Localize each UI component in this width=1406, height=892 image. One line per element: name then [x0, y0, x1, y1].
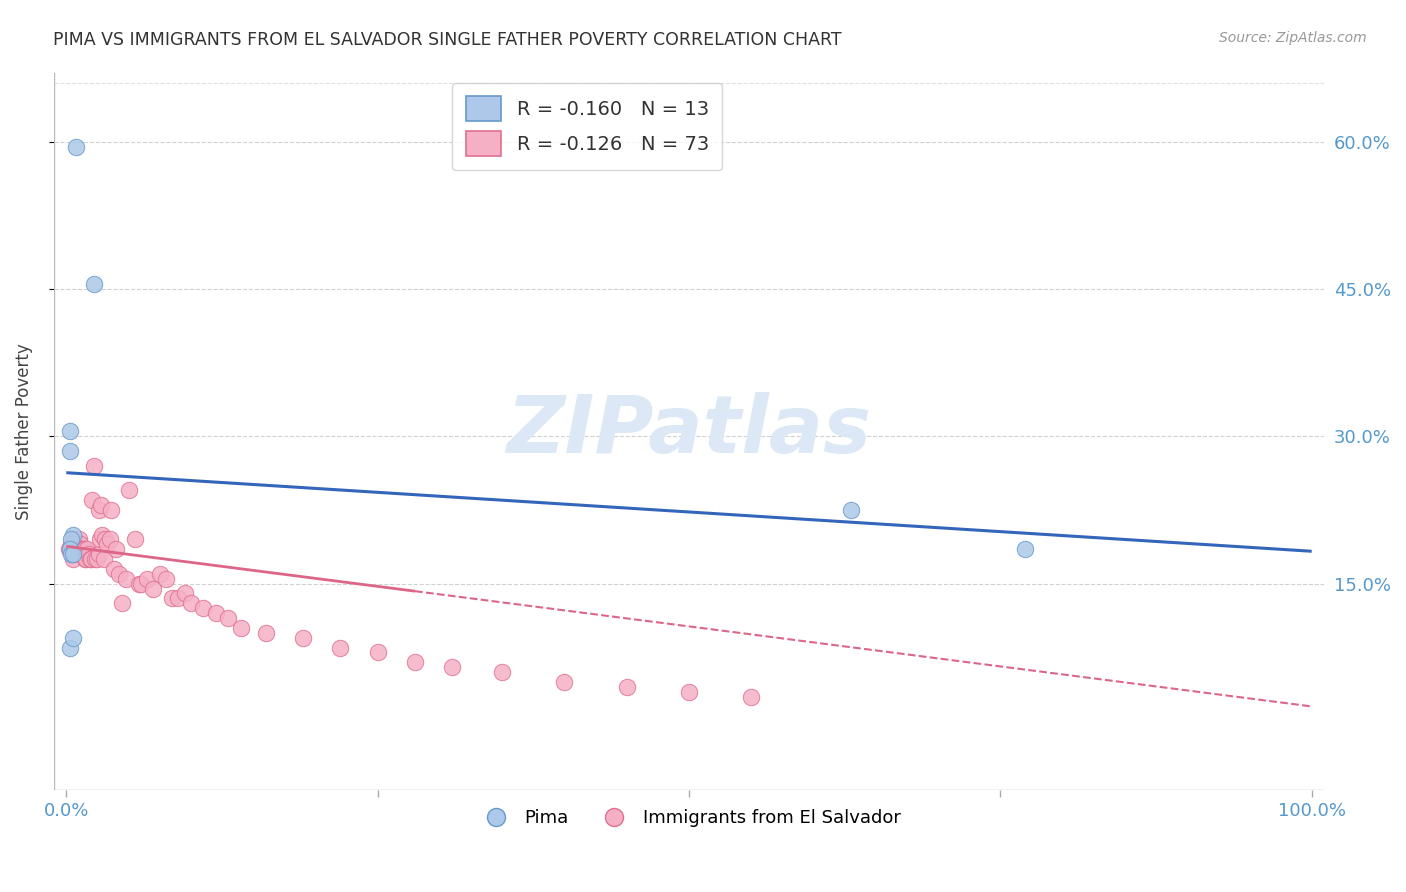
Point — [69, 537, 91, 551]
Point — [60, 547, 83, 561]
Point — [67, 542, 90, 557]
Point — [404, 655, 426, 669]
Point — [60, 533, 83, 547]
Y-axis label: Single Father Poverty: Single Father Poverty — [15, 343, 32, 520]
Point — [173, 586, 195, 600]
Point — [62, 537, 84, 551]
Point — [67, 533, 90, 547]
Point — [77, 547, 100, 561]
Point — [678, 684, 700, 698]
Point — [83, 458, 105, 473]
Point — [87, 503, 110, 517]
Point — [65, 542, 87, 557]
Point — [62, 552, 84, 566]
Text: Source: ZipAtlas.com: Source: ZipAtlas.com — [1219, 31, 1367, 45]
Point — [291, 631, 314, 645]
Point — [103, 562, 125, 576]
Point — [441, 660, 464, 674]
Point — [254, 625, 277, 640]
Point — [115, 572, 138, 586]
Point — [142, 582, 165, 596]
Point — [124, 533, 146, 547]
Point — [136, 572, 159, 586]
Point — [79, 552, 101, 566]
Point — [89, 533, 111, 547]
Point — [65, 139, 87, 153]
Point — [117, 483, 139, 498]
Point — [69, 542, 91, 557]
Point — [149, 566, 172, 581]
Point — [66, 542, 89, 557]
Point — [553, 674, 575, 689]
Legend: Pima, Immigrants from El Salvador: Pima, Immigrants from El Salvador — [470, 802, 908, 835]
Point — [73, 542, 96, 557]
Point — [105, 542, 128, 557]
Text: ZIPatlas: ZIPatlas — [506, 392, 872, 470]
Point — [63, 533, 86, 547]
Point — [180, 596, 202, 610]
Point — [491, 665, 513, 679]
Point — [329, 640, 352, 655]
Point — [160, 591, 183, 606]
Point — [75, 552, 97, 566]
Point — [70, 542, 93, 557]
Point — [58, 542, 80, 557]
Point — [107, 566, 129, 581]
Point — [128, 576, 150, 591]
Point — [59, 542, 82, 557]
Point — [59, 542, 82, 557]
Point — [91, 527, 114, 541]
Point — [73, 542, 96, 557]
Point — [75, 547, 97, 561]
Point — [839, 503, 862, 517]
Point — [93, 552, 115, 566]
Point — [62, 547, 84, 561]
Text: PIMA VS IMMIGRANTS FROM EL SALVADOR SINGLE FATHER POVERTY CORRELATION CHART: PIMA VS IMMIGRANTS FROM EL SALVADOR SING… — [53, 31, 842, 49]
Point — [82, 493, 104, 508]
Point — [616, 680, 638, 694]
Point — [72, 547, 94, 561]
Point — [367, 645, 389, 659]
Point — [84, 552, 107, 566]
Point — [62, 547, 84, 561]
Point — [229, 621, 252, 635]
Point — [90, 498, 112, 512]
Point — [94, 533, 117, 547]
Point — [96, 537, 118, 551]
Point — [59, 425, 82, 439]
Point — [80, 552, 103, 566]
Point — [62, 527, 84, 541]
Point — [86, 552, 108, 566]
Point — [98, 533, 121, 547]
Point — [193, 601, 215, 615]
Point — [204, 606, 226, 620]
Point — [59, 640, 82, 655]
Point — [217, 611, 239, 625]
Point — [155, 572, 177, 586]
Point — [59, 444, 82, 458]
Point — [83, 277, 105, 292]
Point — [62, 631, 84, 645]
Point — [73, 552, 96, 566]
Point — [72, 542, 94, 557]
Point — [62, 542, 84, 557]
Point — [100, 503, 122, 517]
Point — [129, 576, 152, 591]
Point — [111, 596, 134, 610]
Point — [76, 542, 98, 557]
Point — [60, 537, 83, 551]
Point — [740, 690, 762, 704]
Point — [167, 591, 190, 606]
Point — [1014, 542, 1036, 557]
Point — [63, 542, 86, 557]
Point — [87, 547, 110, 561]
